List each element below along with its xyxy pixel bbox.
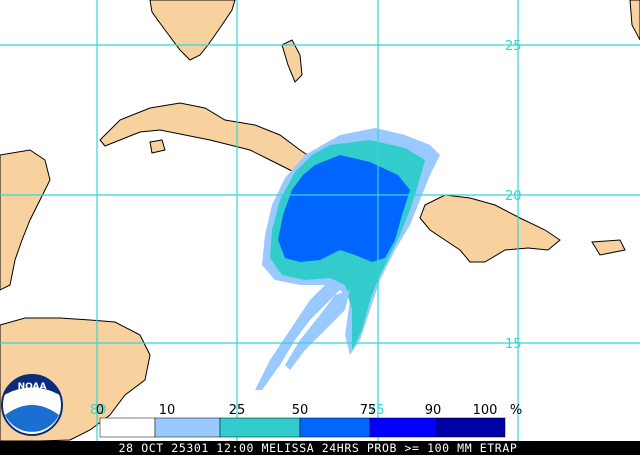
legend-tick-label: 100 [473,403,498,418]
legend-swatch [154,417,221,438]
legend-swatch [99,417,156,438]
legend-tick-label: 10 [159,403,176,418]
legend-swatch [219,417,301,438]
lon-label: 80 [90,403,107,418]
caption-bar [0,441,640,455]
legend-tick-label: 90 [425,403,442,418]
legend-tick-label: 25 [229,403,246,418]
legend-tick-label: 75 [360,403,377,418]
noaa-logo: NOAA [1,374,63,436]
logo-text: NOAA [18,382,47,392]
legend: 0 10 25 50 75 90 100% [96,403,522,438]
lat-label: 15 [505,337,522,352]
caption: 28 OCT 25301 12:00 MELISSA 24HRS PROB >=… [119,441,518,455]
legend-swatch [436,417,506,438]
legend-swatch [299,417,371,438]
legend-swatch [369,417,438,438]
graticule [0,0,640,441]
lat-label: 20 [505,189,522,204]
legend-tick-label: 0 [96,403,104,418]
lat-label: 25 [505,39,522,54]
legend-tick-label: 50 [292,403,309,418]
legend-unit: % [510,403,522,418]
precip-field [255,128,440,390]
lon-label: 75 [368,403,385,418]
